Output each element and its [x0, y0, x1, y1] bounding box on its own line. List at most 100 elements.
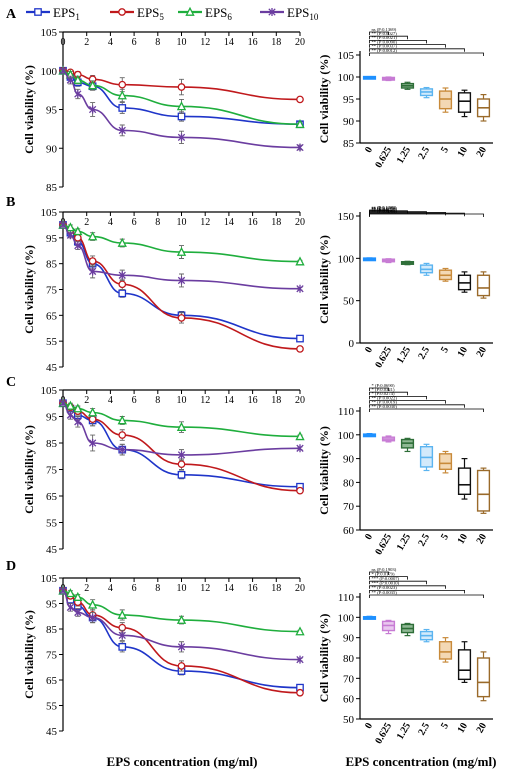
- data-point: [118, 445, 126, 454]
- box: [438, 87, 453, 113]
- y-axis-label: Cell viability (%): [22, 610, 36, 699]
- data-point: [66, 603, 75, 612]
- bracket-line: [369, 580, 427, 585]
- y-tick-label: 70: [343, 501, 355, 513]
- category-label: 2.5: [416, 345, 432, 361]
- data-point: [296, 655, 304, 664]
- y-tick-label: 75: [46, 465, 58, 477]
- y-axis-label: Cell viability (%): [317, 55, 331, 144]
- data-point: [296, 345, 304, 353]
- bracket-label: ** (P:0.0021): [372, 35, 398, 40]
- x-tick-label: 20: [295, 37, 305, 48]
- x-tick-label: 18: [271, 37, 281, 48]
- x-axis-label-left: EPS concentration (mg/ml): [107, 754, 258, 769]
- y-tick-label: 105: [41, 385, 58, 397]
- x-tick-label: 16: [248, 217, 258, 228]
- bracket-label: ** (P:0.0012): [372, 48, 398, 53]
- data-point: [65, 400, 76, 410]
- bracket-label: ** (P:0.0037): [372, 44, 398, 49]
- bracket-line: [369, 44, 446, 48]
- significance-bracket: ** (P:0.0012): [369, 48, 484, 56]
- legend: EPS1 EPS5 EPS6 EPS10: [26, 5, 319, 22]
- data-point: [87, 80, 98, 90]
- category-label: 0: [363, 721, 375, 731]
- legend-label-main: EPS: [287, 5, 309, 20]
- data-point: [118, 431, 127, 439]
- bracket-label: ** (P:0.0040): [372, 207, 398, 212]
- data-point: [59, 586, 67, 595]
- y-tick-label: 50: [343, 714, 355, 726]
- panel-letter: C: [6, 375, 16, 390]
- y-tick-label: 95: [46, 599, 58, 611]
- series-EPS10: [59, 586, 304, 664]
- box: [419, 443, 434, 472]
- y-tick-label: 85: [46, 182, 58, 194]
- x-axis-label-right: EPS concentration (mg/ml): [346, 754, 497, 769]
- bracket-line: [369, 31, 389, 35]
- box: [457, 641, 472, 684]
- data-point: [177, 460, 186, 469]
- legend-label-main: EPS: [53, 5, 75, 20]
- y-tick-label: 60: [343, 525, 355, 537]
- series-EPS10: [59, 220, 304, 293]
- box: [476, 93, 491, 122]
- bracket-label: ** (P:0.0058): [372, 206, 398, 211]
- data-point: [73, 74, 83, 84]
- significance-bracket: ** (P:0.0019): [369, 400, 465, 408]
- box: [362, 75, 377, 80]
- panel-letter: B: [6, 195, 15, 210]
- x-tick-label: 16: [248, 395, 258, 406]
- category-label: 5: [439, 145, 451, 155]
- x-tick-label: 14: [224, 395, 234, 406]
- data-point: [74, 241, 82, 250]
- significance-bracket: * (P:0.0321): [369, 387, 408, 396]
- data-point: [296, 334, 304, 343]
- data-point: [59, 399, 67, 408]
- y-tick-label: 0: [349, 338, 355, 350]
- data-point: [88, 613, 97, 622]
- x-tick-label: 8: [155, 583, 160, 594]
- significance-bracket: *** (P:0.0010): [369, 581, 446, 589]
- bracket-label: *** (P:0.0010): [372, 581, 400, 586]
- series-EPS5: [59, 399, 304, 495]
- bracket-label: * (P:0.0179): [372, 571, 395, 576]
- data-point: [118, 289, 127, 298]
- bracket-line: [369, 391, 408, 396]
- bracket-line: [369, 213, 484, 217]
- data-point: [118, 280, 127, 289]
- category-label: 2.5: [416, 721, 432, 737]
- data-point: [177, 642, 186, 651]
- data-point: [295, 119, 305, 129]
- bracket-label: * (P:0.0274): [372, 391, 395, 396]
- category-label: 0.625: [373, 532, 394, 557]
- legend-label-sub: 10: [309, 12, 319, 22]
- data-point: [177, 112, 186, 121]
- x-tick-label: 18: [271, 217, 281, 228]
- y-tick-label: 105: [338, 50, 355, 62]
- legend-label: EPS6: [205, 5, 232, 22]
- x-tick-label: 4: [108, 583, 113, 594]
- category-label: 2.5: [416, 532, 432, 548]
- category-label: 0: [363, 145, 375, 155]
- line-chart-C: C45556575859510502468101214161820Cell vi…: [6, 375, 305, 556]
- category-label: 0.625: [373, 721, 394, 746]
- y-tick-label: 60: [343, 694, 355, 706]
- data-point: [177, 133, 186, 142]
- data-point: [74, 90, 82, 98]
- data-point: [66, 231, 75, 240]
- legend-marker: [185, 6, 195, 16]
- x-tick-label: 6: [132, 395, 137, 406]
- x-tick-label: 6: [132, 583, 137, 594]
- category-label: 1.25: [395, 145, 413, 166]
- data-point: [65, 588, 76, 598]
- box: [476, 271, 491, 299]
- box-body: [438, 641, 453, 660]
- bracket-label: ** (P:0.0066): [372, 209, 398, 214]
- box: [457, 89, 472, 118]
- category-label: 1.25: [395, 721, 413, 742]
- y-tick-label: 85: [46, 438, 58, 450]
- bracket-label: ** (P:0.0022): [372, 395, 398, 400]
- box: [419, 86, 434, 99]
- box: [419, 262, 434, 276]
